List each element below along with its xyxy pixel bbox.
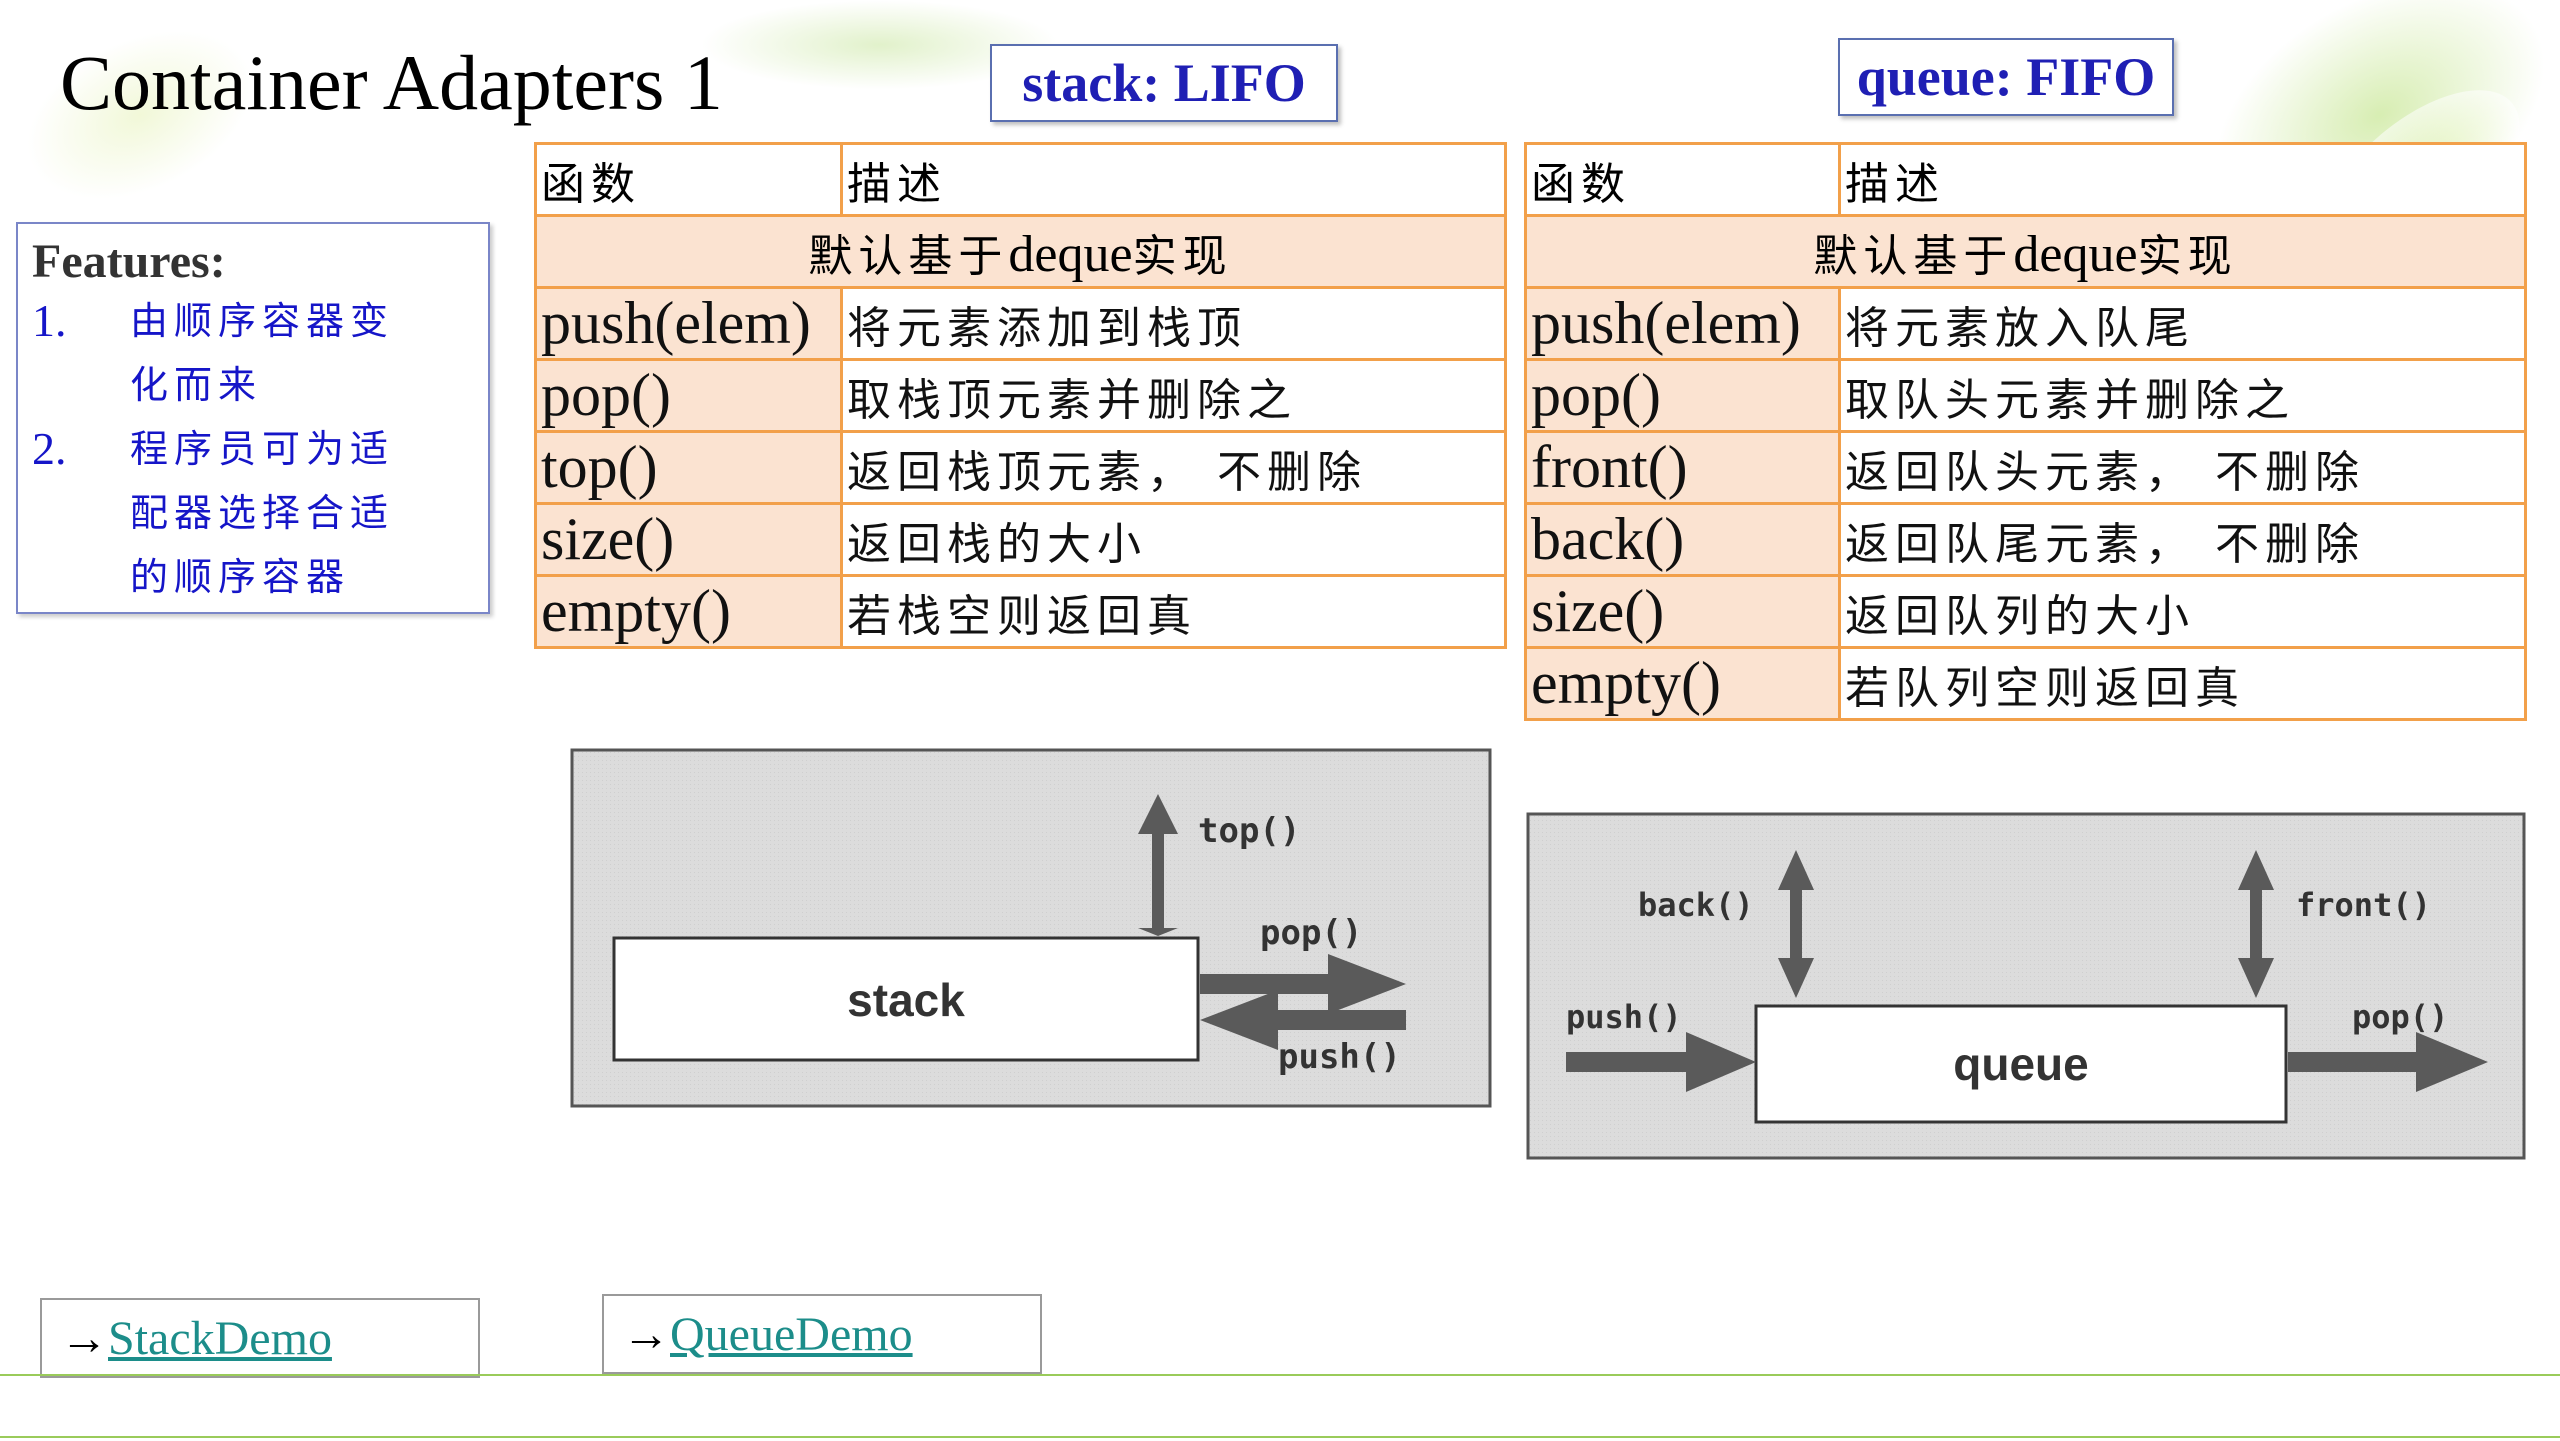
function-name: empty() (534, 574, 843, 649)
slide-title: Container Adapters 1 (60, 39, 723, 126)
features-box: Features: 1. 由顺序容器变 化而来 2. 程序员可为适 配器选择合适… (16, 222, 490, 614)
header-description: 描述 (1838, 142, 2527, 217)
table-row: empty() 若队列空则返回真 (1524, 646, 2527, 721)
front-double-arrow (2238, 850, 2274, 998)
pop-label: pop() (1260, 913, 1362, 953)
function-description: 若队列空则返回真 (1838, 646, 2527, 721)
header-function: 函数 (1524, 142, 1841, 217)
footer-divider (0, 1436, 2560, 1438)
function-name: empty() (1524, 646, 1841, 721)
feature-number: 2. (32, 423, 67, 474)
table-impl-row: 默认基于deque实现 (1524, 214, 2527, 289)
queue-box (1754, 1004, 2288, 1124)
stack-lifo-label: stack: LIFO (1022, 53, 1306, 113)
stack-diagram: stack top() pop() push() (570, 748, 1492, 1108)
function-name: size() (534, 502, 843, 577)
feature-item: 2. 程序员可为适 配器选择合适 的顺序容器 (32, 417, 474, 609)
pop-arrow (1200, 954, 1406, 1014)
arrow-icon: → (622, 1308, 670, 1361)
queue-diagram: queue back() front() push() pop() (1526, 812, 2526, 1160)
feature-item: 1. 由顺序容器变 化而来 (32, 289, 474, 417)
stack-function-table: 函数 描述 默认基于deque实现 push(elem) 将元素添加到栈顶 pop… (534, 142, 1507, 649)
feature-line: 程序员可为适 (130, 427, 395, 471)
stack-lifo-tag: stack: LIFO (990, 44, 1338, 122)
table-row: top() 返回栈顶元素， 不删除 (534, 430, 1507, 505)
impl-note: 默认基于deque实现 (1524, 214, 2527, 289)
push-label: push() (1278, 1037, 1401, 1077)
function-description: 将元素放入队尾 (1838, 286, 2527, 361)
push-label: push() (1566, 998, 1682, 1036)
stack-demo-link-box: →StackDemo (40, 1298, 480, 1378)
top-label: top() (1198, 811, 1300, 851)
function-name: top() (534, 430, 843, 505)
feature-line: 由顺序容器变 (130, 299, 395, 343)
pop-arrow (2288, 1032, 2488, 1092)
pop-label: pop() (2352, 998, 2448, 1036)
impl-deque: deque (2013, 225, 2138, 283)
function-description: 返回队尾元素， 不删除 (1838, 502, 2527, 577)
impl-note: 默认基于deque实现 (534, 214, 1507, 289)
impl-suffix: 实现 (1132, 230, 1233, 282)
feature-text: 程序员可为适 配器选择合适 的顺序容器 (130, 417, 394, 609)
table-row: back() 返回队尾元素， 不删除 (1524, 502, 2527, 577)
header-function: 函数 (534, 142, 843, 217)
function-description: 返回队头元素， 不删除 (1838, 430, 2527, 505)
arrow-icon: → (60, 1312, 108, 1365)
function-description: 返回栈的大小 (840, 502, 1507, 577)
table-impl-row: 默认基于deque实现 (534, 214, 1507, 289)
function-name: front() (1524, 430, 1841, 505)
function-name: push(elem) (534, 286, 843, 361)
function-description: 取栈顶元素并删除之 (840, 358, 1507, 433)
feature-line: 配器选择合适 (130, 491, 395, 535)
function-description: 将元素添加到栈顶 (840, 286, 1507, 361)
impl-prefix: 默认基于 (1813, 230, 2014, 282)
function-description: 返回栈顶元素， 不删除 (840, 430, 1507, 505)
back-double-arrow (1778, 850, 1814, 998)
feature-number: 1. (32, 295, 67, 346)
function-description: 取队头元素并删除之 (1838, 358, 2527, 433)
queue-fifo-tag: queue: FIFO (1838, 38, 2174, 116)
function-description: 返回队列的大小 (1838, 574, 2527, 649)
back-label: back() (1638, 886, 1754, 924)
table-row: front() 返回队头元素， 不删除 (1524, 430, 2527, 505)
table-header-row: 函数 描述 (1524, 142, 2527, 217)
queue-fifo-label: queue: FIFO (1856, 47, 2156, 107)
table-row: empty() 若栈空则返回真 (534, 574, 1507, 649)
impl-prefix: 默认基于 (808, 230, 1009, 282)
push-arrow (1566, 1032, 1756, 1092)
queue-demo-link[interactable]: QueueDemo (670, 1308, 913, 1361)
feature-line: 的顺序容器 (130, 555, 351, 599)
top-double-arrow (1138, 794, 1178, 936)
queue-box-label: queue (1953, 1038, 2088, 1090)
front-label: front() (2296, 886, 2431, 924)
stack-box (612, 936, 1200, 1062)
features-heading: Features: (32, 235, 226, 288)
feature-text: 由顺序容器变 化而来 (130, 289, 394, 417)
table-row: size() 返回栈的大小 (534, 502, 1507, 577)
impl-suffix: 实现 (2137, 230, 2238, 282)
function-description: 若栈空则返回真 (840, 574, 1507, 649)
stack-box-label: stack (847, 974, 965, 1026)
queue-demo-link-box: →QueueDemo (602, 1294, 1042, 1374)
function-name: pop() (534, 358, 843, 433)
impl-deque: deque (1008, 225, 1133, 283)
function-name: push(elem) (1524, 286, 1841, 361)
table-row: pop() 取栈顶元素并删除之 (534, 358, 1507, 433)
function-name: back() (1524, 502, 1841, 577)
table-row: push(elem) 将元素放入队尾 (1524, 286, 2527, 361)
table-row: push(elem) 将元素添加到栈顶 (534, 286, 1507, 361)
header-description: 描述 (840, 142, 1507, 217)
function-name: pop() (1524, 358, 1841, 433)
feature-line: 化而来 (130, 363, 263, 407)
table-header-row: 函数 描述 (534, 142, 1507, 217)
table-row: size() 返回队列的大小 (1524, 574, 2527, 649)
table-row: pop() 取队头元素并删除之 (1524, 358, 2527, 433)
footer-divider (0, 1374, 2560, 1376)
queue-function-table: 函数 描述 默认基于deque实现 push(elem) 将元素放入队尾 pop(… (1524, 142, 2527, 721)
stack-demo-link[interactable]: StackDemo (108, 1312, 332, 1365)
function-name: size() (1524, 574, 1841, 649)
push-arrow (1200, 990, 1406, 1050)
